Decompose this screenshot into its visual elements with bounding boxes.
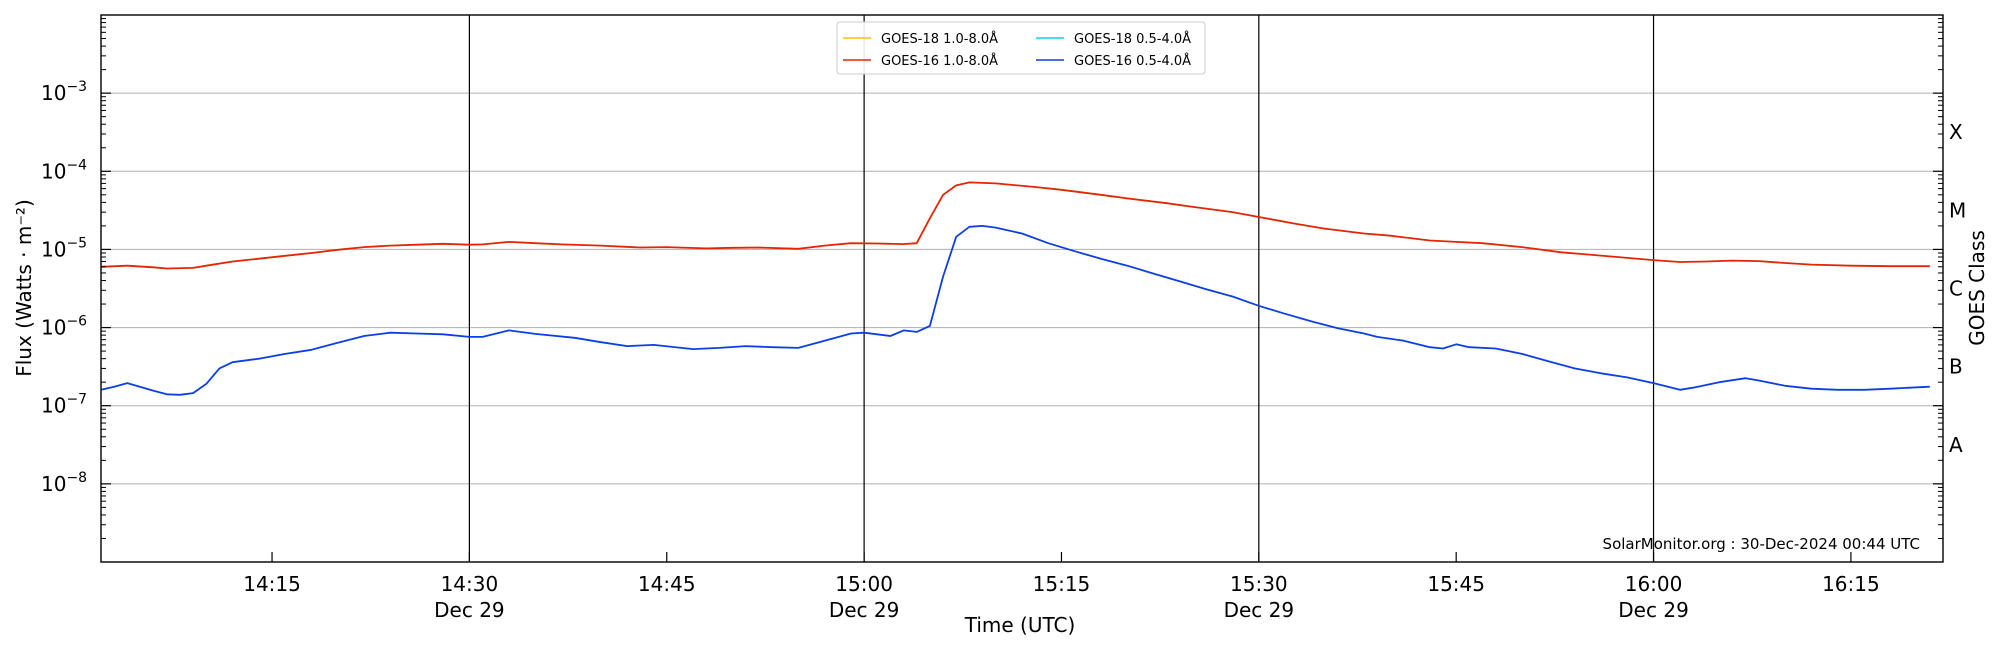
y-tick-label: 10−3 — [41, 79, 87, 105]
y-tick-label: 10−6 — [41, 314, 87, 340]
grid-layer — [101, 92, 1943, 485]
x-tick-label: 14:45 — [638, 572, 696, 596]
legend-label-goes18-short: GOES-18 0.5-4.0Å — [1074, 31, 1191, 47]
right-axis-title: GOES Class — [1965, 230, 1989, 346]
y-axis-title: Flux (Watts · m⁻²) — [12, 199, 36, 377]
y-tick-label: 10−5 — [41, 235, 87, 261]
x-tick-label: 14:30 — [441, 572, 499, 596]
x-tick-label: 14:15 — [243, 572, 301, 596]
series-line-2 — [100, 181, 1930, 270]
y-tick-exponent: −7 — [66, 392, 87, 408]
y-tick-label: 10−7 — [41, 392, 87, 418]
goes-class-label: M — [1949, 198, 1966, 222]
plot-frame — [100, 14, 1944, 563]
x-tick-date-label: Dec 29 — [434, 598, 505, 622]
legend: GOES-18 1.0-8.0Å GOES-18 0.5-4.0Å GOES-1… — [836, 21, 1206, 75]
x-tick-date-label: Dec 29 — [1224, 598, 1295, 622]
tick-layer — [101, 18, 1943, 562]
y-tick-exponent: −6 — [66, 314, 87, 330]
x-tick-label: 16:00 — [1625, 572, 1683, 596]
legend-label-goes16-long: GOES-16 1.0-8.0Å — [881, 53, 998, 69]
y-tick-labels: 10−8 10−7 10−6 10−5 10−4 10−3 — [41, 79, 87, 496]
y-tick-label: 10−8 — [41, 470, 87, 496]
x-tick-label: 16:15 — [1822, 572, 1880, 596]
x-axis-title: Time (UTC) — [964, 613, 1076, 637]
y-tick-exponent: −3 — [66, 79, 87, 95]
series-layer — [100, 181, 1930, 396]
y-tick-exponent: −8 — [66, 470, 87, 486]
x-tick-label: 15:00 — [835, 572, 893, 596]
goes-class-label: C — [1949, 277, 1963, 301]
series-line-3 — [100, 225, 1930, 396]
goes-class-labels: A B C M X — [1949, 120, 1966, 457]
legend-box — [836, 21, 1206, 75]
x-tick-date-label: Dec 29 — [1618, 598, 1689, 622]
x-tick-label: 15:15 — [1033, 572, 1091, 596]
y-tick-exponent: −4 — [66, 157, 87, 173]
legend-label-goes16-short: GOES-16 0.5-4.0Å — [1074, 53, 1191, 69]
x-tick-label: 15:30 — [1230, 572, 1288, 596]
y-tick-exponent: −5 — [66, 235, 87, 251]
goes-class-label: A — [1949, 433, 1963, 457]
source-annotation: SolarMonitor.org : 30-Dec-2024 00:44 UTC — [1603, 535, 1920, 553]
goes-class-label: X — [1949, 120, 1963, 144]
legend-label-goes18-long: GOES-18 1.0-8.0Å — [881, 31, 998, 47]
goes-class-label: B — [1949, 355, 1963, 379]
x-tick-label: 15:45 — [1427, 572, 1485, 596]
half-hour-lines — [468, 15, 1655, 562]
x-tick-date-label: Dec 29 — [829, 598, 900, 622]
y-tick-label: 10−4 — [41, 157, 87, 183]
